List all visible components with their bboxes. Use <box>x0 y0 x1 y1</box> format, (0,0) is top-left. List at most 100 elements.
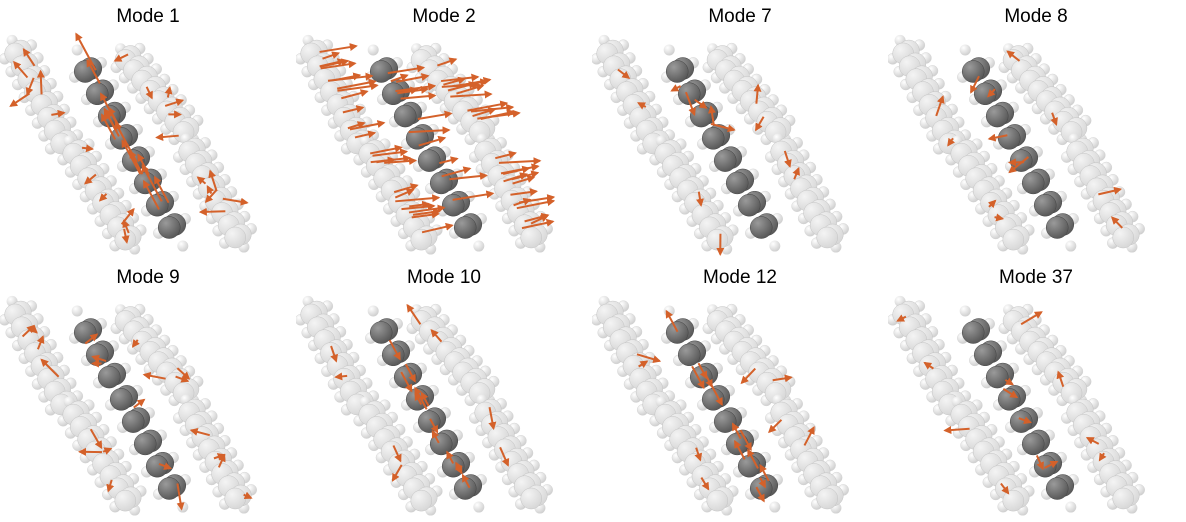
displacement-arrow <box>441 166 472 178</box>
displacement-arrow <box>333 72 362 82</box>
displacement-arrow <box>13 60 29 79</box>
displacement-arrow <box>696 191 704 207</box>
carbon-atom <box>417 410 441 433</box>
carbon-atom <box>665 321 689 344</box>
displacement-arrow <box>155 132 179 141</box>
carbon-atom <box>224 226 246 249</box>
displacement-arrow <box>122 219 130 234</box>
displacement-arrow <box>987 88 996 98</box>
displacement-arrow <box>449 172 488 181</box>
displacement-arrow <box>409 200 431 209</box>
molecular-crystal-diagram <box>888 34 1145 255</box>
neighbor-molecule <box>888 295 972 421</box>
displacement-arrow <box>51 109 66 118</box>
displacement-arrow <box>121 228 130 244</box>
carbon-atom <box>961 60 985 83</box>
mode-panel: Mode 9 <box>0 261 296 522</box>
displacement-arrow <box>401 202 436 211</box>
displacement-arrow <box>91 354 107 363</box>
displacement-arrow <box>341 89 369 100</box>
displacement-arrows <box>896 311 1107 495</box>
displacement-arrow <box>198 207 226 216</box>
carbon-atom <box>985 365 1009 389</box>
carbon-atom <box>85 343 109 367</box>
displacement-arrow <box>133 398 146 409</box>
displacement-arrow <box>512 175 536 185</box>
displacement-arrow <box>503 172 529 183</box>
displacement-arrow <box>480 109 515 120</box>
displacement-arrow <box>40 358 60 378</box>
molecular-crystal-diagram <box>888 295 1145 516</box>
carbon-atom <box>816 226 838 249</box>
displacement-arrow <box>342 105 365 114</box>
neighbor-molecule <box>592 295 676 421</box>
carbon-atom <box>665 60 689 83</box>
displacement-arrow <box>708 105 716 125</box>
neighbor-molecule <box>945 135 1035 255</box>
neighbor-molecule <box>57 396 147 516</box>
displacement-arrow <box>450 90 493 99</box>
displacement-arrow <box>431 429 440 444</box>
neighbor-molecule <box>765 394 849 514</box>
mode-panel: Mode 37 <box>888 261 1184 522</box>
displacement-arrow <box>455 76 492 88</box>
neighbor-molecule <box>173 133 257 253</box>
displacement-arrows <box>330 303 510 489</box>
neighbor-molecule <box>57 135 147 255</box>
displacement-arrow <box>158 462 173 470</box>
displacement-arrow <box>408 204 446 214</box>
carbon-atom <box>1021 432 1045 456</box>
displacement-arrow <box>98 193 108 202</box>
displacement-arrow <box>747 448 759 469</box>
displacement-arrow <box>1020 311 1043 326</box>
neighbor-molecule <box>353 396 443 516</box>
displacement-arrow <box>418 135 447 147</box>
displacement-arrow <box>694 98 708 109</box>
displacement-arrow <box>388 339 401 361</box>
carbon-atom <box>1045 477 1069 500</box>
displacement-arrow <box>369 144 403 155</box>
carbon-atom <box>224 487 246 510</box>
carbon-atom <box>701 388 725 411</box>
displacement-arrow <box>510 188 538 197</box>
displacement-arrow <box>1002 387 1019 399</box>
displacement-arrow <box>9 92 31 107</box>
hydrogen-atom <box>959 305 971 317</box>
displacement-arrow <box>213 453 226 461</box>
carbon-atom <box>157 477 181 500</box>
displacement-arrow <box>84 173 97 185</box>
carbon-atom <box>393 104 417 128</box>
carbon-atom <box>816 487 838 510</box>
displacement-arrow <box>164 85 173 98</box>
displacement-arrow <box>176 483 185 511</box>
displacement-arrow <box>21 324 35 338</box>
neighbor-molecule <box>1061 394 1145 514</box>
displacement-arrow <box>617 68 631 79</box>
carbon-atom <box>1033 193 1057 217</box>
hydrogen-atom <box>177 240 189 252</box>
displacement-arrow <box>196 176 207 185</box>
hydrogen-atom <box>177 501 189 513</box>
displacement-arrow <box>189 428 210 437</box>
hydrogen-atom <box>769 240 781 252</box>
carbon-atom <box>737 193 761 217</box>
carbon-atom <box>109 388 133 411</box>
neighbor-molecule <box>998 303 1092 407</box>
displacement-arrow <box>783 150 792 168</box>
displacement-arrow <box>456 83 485 95</box>
displacement-arrow <box>1098 452 1107 462</box>
displacement-arrow <box>406 303 422 325</box>
displacement-arrow <box>521 218 555 230</box>
displacement-arrow <box>420 391 430 407</box>
displacement-arrow <box>759 463 770 482</box>
displacement-arrow <box>1085 437 1100 445</box>
displacement-arrow <box>206 185 215 195</box>
neighbor-molecule <box>888 34 972 160</box>
displacement-arrow <box>665 309 679 333</box>
displacement-arrows <box>617 68 800 256</box>
displacement-arrow <box>700 477 710 491</box>
carbon-atom <box>410 228 433 251</box>
displacement-arrow <box>430 329 443 343</box>
displacement-arrow <box>1008 156 1030 174</box>
